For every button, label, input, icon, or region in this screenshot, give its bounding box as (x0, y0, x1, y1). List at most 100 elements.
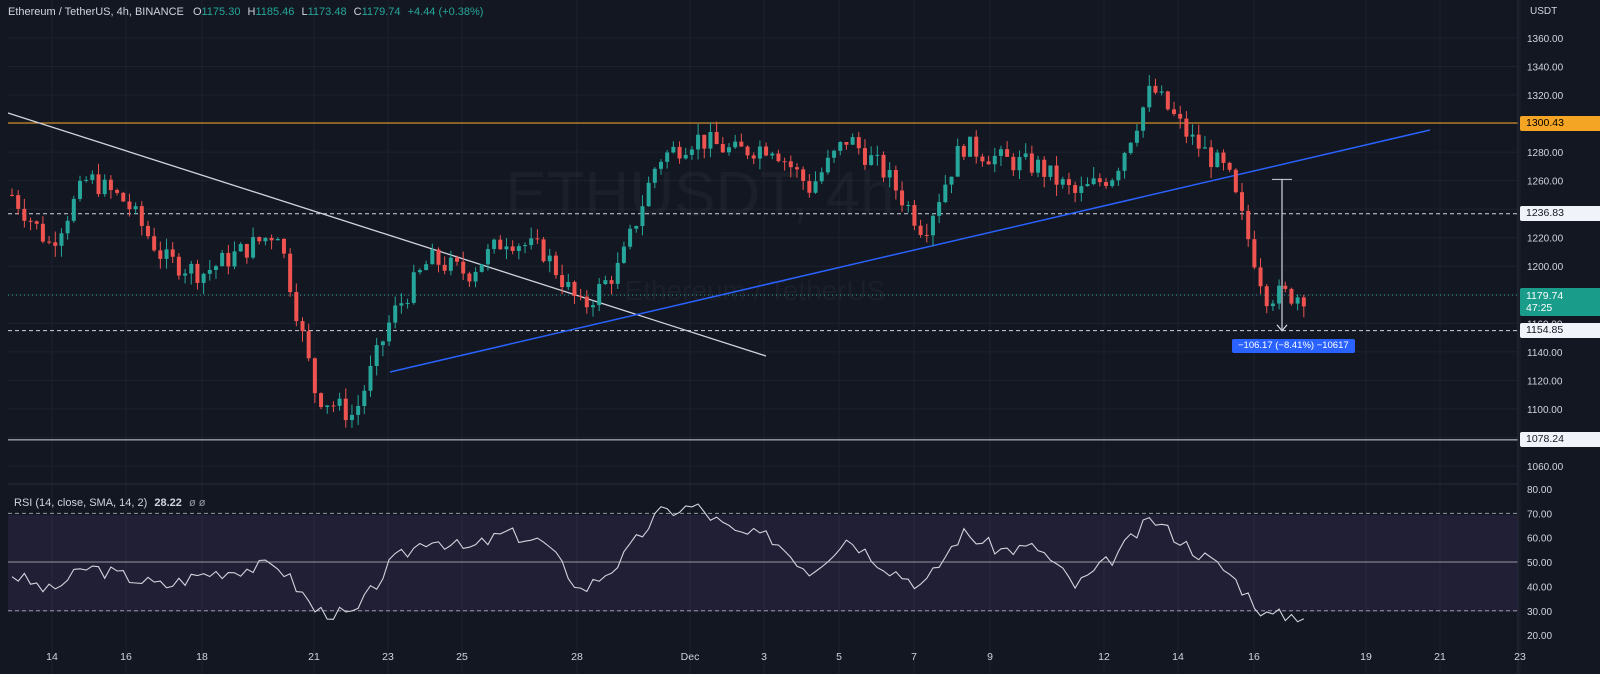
candle-body (207, 269, 212, 274)
rsi-line-series (8, 503, 1518, 623)
candle-body (1233, 169, 1238, 193)
candle-body (764, 146, 769, 156)
candle-body (541, 239, 546, 262)
close-label: C (353, 6, 362, 18)
trendlines[interactable] (7, 112, 1431, 373)
candle-body (189, 263, 194, 274)
candle-body (1190, 134, 1195, 137)
candle-body (368, 365, 373, 391)
rsi-legend[interactable]: RSI (14, close, SMA, 14, 2) 28.22 ø ø (14, 497, 205, 509)
candle-body (399, 303, 404, 306)
candle-body (547, 255, 552, 262)
candle-body (164, 249, 169, 259)
close-value: 1179.74 (361, 6, 401, 18)
bar-countdown: 47:25 (1526, 302, 1553, 314)
candle-body (968, 136, 973, 157)
time-tick-label: 28 (571, 651, 583, 663)
candle-body (1073, 185, 1078, 193)
candle-body (998, 149, 1003, 156)
candle-body (720, 144, 725, 153)
candle-body (1141, 107, 1146, 131)
candle-body (1011, 156, 1016, 171)
candle-body (306, 331, 311, 359)
candle-body (862, 148, 867, 165)
candle-body (578, 295, 583, 297)
change-value: +4.44 (+0.38%) (407, 6, 484, 18)
candle-body (900, 190, 905, 206)
candle-body (424, 264, 429, 271)
candle-body (1252, 239, 1257, 268)
candle-body (77, 180, 82, 199)
candle-body (1036, 159, 1041, 173)
candle-body (924, 235, 929, 237)
candle-body (986, 161, 991, 165)
candle-body (974, 136, 979, 157)
candle-body (504, 246, 509, 250)
time-tick-label: 16 (120, 651, 132, 663)
candle-body (1054, 165, 1059, 185)
candle-body (201, 273, 206, 283)
candle-body (1215, 152, 1220, 168)
candle-body (640, 206, 645, 227)
candle-body (349, 414, 354, 421)
high-label: H (247, 6, 256, 18)
candle-body (1283, 285, 1288, 289)
price-tick-label: 1360.00 (1527, 34, 1564, 45)
candle-body (337, 398, 342, 406)
candle-body (788, 161, 793, 168)
price-tick-label: 1120.00 (1527, 376, 1563, 387)
candle-body (529, 238, 534, 246)
rsi-axis[interactable]: 80.00 70.00 60.00 50.00 40.00 30.00 20.00 (1527, 485, 1552, 642)
measure-tool[interactable] (1272, 178, 1292, 332)
rsi-tick-label: 70.00 (1527, 509, 1552, 520)
candle-body (1091, 178, 1096, 185)
candle-body (652, 168, 657, 183)
rsi-tick-label: 40.00 (1527, 582, 1552, 593)
rsi-tick-label: 80.00 (1527, 485, 1552, 496)
candle-body (510, 246, 515, 251)
watermark-name: Ethereum / TetherUS (625, 275, 886, 306)
candle-body (485, 249, 490, 265)
candle-body (1165, 91, 1170, 110)
candle-body (127, 201, 132, 210)
candle-body (325, 405, 330, 408)
time-tick-label: 21 (1434, 651, 1446, 663)
time-tick-label: 7 (911, 651, 917, 663)
candle-body (257, 237, 262, 242)
rsi-title: RSI (14, close, SMA, 14, 2) (14, 497, 148, 509)
rsi-band-fill (8, 515, 1518, 612)
ascending-trendline[interactable] (389, 129, 1431, 373)
candle-body (1277, 285, 1282, 304)
descending-trendline[interactable] (7, 112, 767, 357)
candle-body (10, 194, 14, 196)
symbol-title[interactable]: Ethereum / TetherUS, 4h, BINANCE (8, 6, 184, 18)
candle-body (170, 249, 175, 257)
candle-body (1270, 303, 1275, 307)
candle-body (362, 390, 367, 406)
candle-body (1116, 170, 1121, 181)
candle-body (244, 244, 249, 258)
time-tick-label: 23 (1514, 651, 1526, 663)
candle-body (108, 179, 113, 191)
candle-body (139, 206, 144, 226)
candle-body (1147, 85, 1152, 108)
candle-body (591, 305, 596, 308)
rsi-value: 28.22 (154, 497, 182, 509)
candle-body (807, 181, 812, 193)
price-axis[interactable]: 1360.001340.001320.001300.001280.001260.… (1527, 34, 1564, 473)
rsi-extra: ø ø (188, 497, 206, 509)
candle-body (436, 249, 441, 265)
time-axis[interactable]: 14 16 18 21 23 25 28 Dec 3 5 7 9 12 14 16 19 21 23 (46, 651, 1526, 663)
candle-body (121, 192, 126, 202)
candle-body (893, 169, 898, 191)
price-tick-label: 1320.00 (1527, 91, 1564, 102)
candle-body (40, 223, 45, 242)
current-price-tag: 1179.74 47:25 (1520, 288, 1600, 316)
time-tick-label: 19 (1360, 651, 1372, 663)
candle-body (869, 155, 874, 165)
candle-body (176, 256, 181, 276)
candle-body (696, 134, 701, 150)
candle-body (1246, 210, 1251, 240)
candle-body (943, 184, 948, 203)
